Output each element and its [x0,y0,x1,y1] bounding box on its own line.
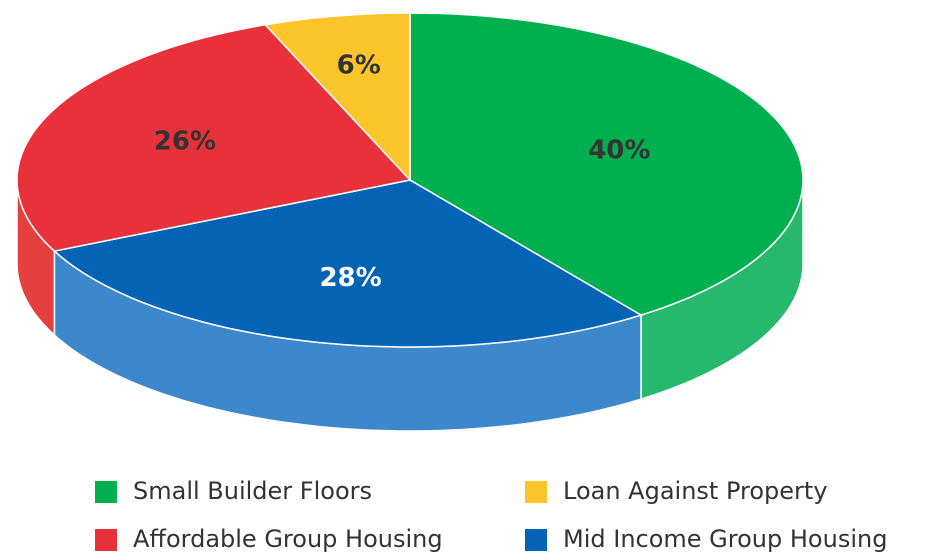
legend-swatch [525,529,547,551]
value-label: 6% [337,50,381,80]
legend-label: Mid Income Group Housing [563,525,887,553]
pie-slice [52,179,643,348]
legend-label: Loan Against Property [563,477,828,505]
value-label: 28% [319,263,381,293]
value-label: 26% [154,127,216,157]
pie-slice [263,12,411,182]
legend-swatch [525,481,547,503]
pie-slice [16,23,412,252]
value-label: 40% [588,136,650,166]
legend-swatch [95,481,117,503]
legend-label: Small Builder Floors [133,477,372,505]
legend-swatch [95,529,117,551]
pie-slice [409,12,804,316]
legend-label: Affordable Group Housing [133,525,443,553]
